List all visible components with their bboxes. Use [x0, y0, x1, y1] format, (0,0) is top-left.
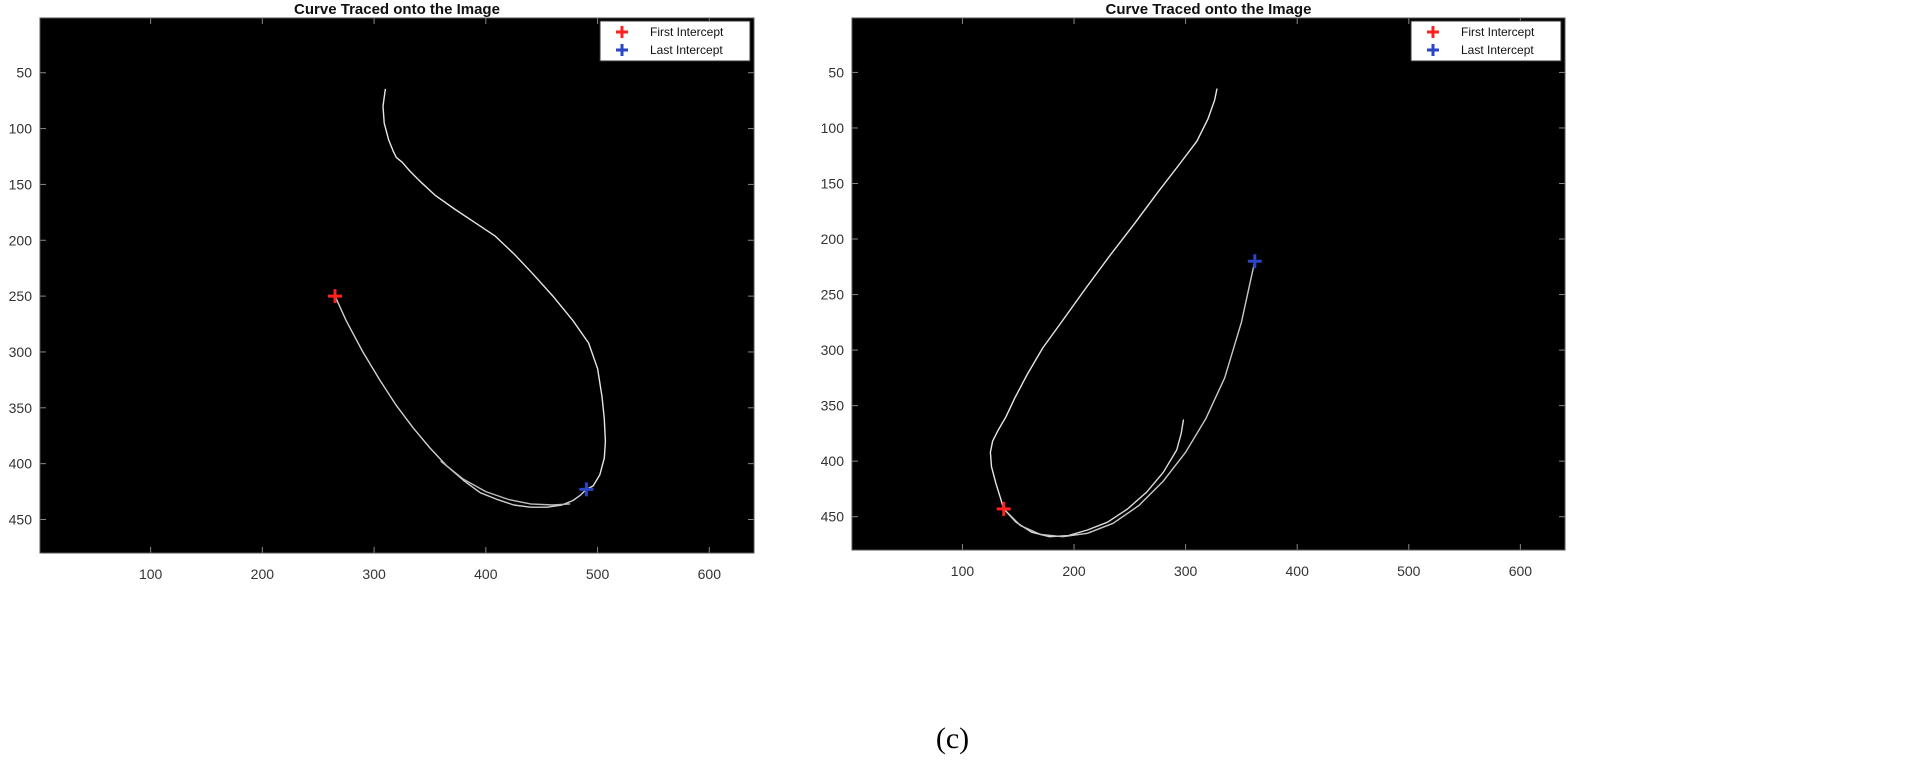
- legend-label: Last Intercept: [1461, 43, 1534, 57]
- y-tick-label: 200: [9, 232, 33, 248]
- first-intercept-marker: [327, 289, 342, 304]
- traced-curve-3: [1003, 260, 1256, 538]
- legend-marker-2: [1427, 44, 1439, 56]
- x-tick-label: 400: [474, 566, 498, 582]
- axes-frame: [39, 17, 755, 554]
- x-tick-label: 200: [1062, 563, 1086, 579]
- x-tick-label: 300: [362, 566, 386, 582]
- legend-box: [599, 20, 751, 62]
- legend: First Intercept Last Intercept: [1410, 20, 1562, 62]
- x-tick-label: 100: [139, 566, 163, 582]
- x-tick-label: 200: [251, 566, 275, 582]
- chart-panel-1: Curve Traced onto the Image 100 200 300 400 5…: [9, 1, 755, 582]
- traced-curve-1: [382, 88, 607, 490]
- x-tick-label: 600: [1509, 563, 1533, 579]
- x-tick-label: 600: [698, 566, 722, 582]
- y-tick-label: 350: [821, 398, 845, 414]
- y-tick-label: 200: [821, 231, 845, 247]
- y-tick-label: 450: [821, 509, 845, 525]
- legend-marker-2: [616, 44, 628, 56]
- y-tick-label: 250: [9, 288, 33, 304]
- y-tick-label: 100: [9, 121, 33, 137]
- traced-curve-3: [440, 460, 571, 506]
- y-tick-label: 300: [821, 342, 845, 358]
- chart-title: Curve Traced onto the Image: [294, 1, 500, 18]
- y-tick-label: 50: [828, 64, 844, 80]
- legend-marker-1: [1427, 26, 1439, 38]
- y-tick-label: 400: [9, 456, 33, 472]
- x-tick-label: 400: [1286, 563, 1310, 579]
- x-tick-label: 100: [951, 563, 975, 579]
- x-tick-label: 500: [1397, 563, 1421, 579]
- traced-curve-2: [1003, 419, 1185, 538]
- plot-area: [852, 18, 1565, 550]
- y-tick-label: 100: [821, 120, 845, 136]
- traced-curve-1: [989, 88, 1218, 510]
- y-tick-label: 350: [9, 400, 33, 416]
- first-intercept-marker: [996, 501, 1011, 516]
- y-tick-label: 150: [9, 176, 33, 192]
- legend-label: First Intercept: [1461, 25, 1535, 39]
- legend: First Intercept Last Intercept: [599, 20, 751, 62]
- plot-area: [40, 18, 754, 553]
- y-tick-label: 300: [9, 344, 33, 360]
- x-tick-label: 300: [1174, 563, 1198, 579]
- y-tick-label: 450: [9, 511, 33, 527]
- legend-label: First Intercept: [650, 25, 724, 39]
- y-tick-label: 400: [821, 453, 845, 469]
- legend-box: [1410, 20, 1562, 62]
- legend-label: Last Intercept: [650, 43, 723, 57]
- y-tick-label: 150: [821, 175, 845, 191]
- chart-panel-2: Curve Traced onto the Image 100 200 300 400 5…: [821, 1, 1566, 579]
- axes-frame: [851, 17, 1566, 551]
- last-intercept-marker: [1247, 254, 1262, 269]
- chart-title: Curve Traced onto the Image: [1106, 1, 1312, 18]
- y-tick-label: 250: [821, 287, 845, 303]
- x-tick-label: 500: [586, 566, 610, 582]
- last-intercept-marker: [579, 482, 594, 497]
- legend-marker-1: [616, 26, 628, 38]
- figure-caption: (c): [935, 722, 970, 755]
- y-tick-label: 50: [16, 65, 32, 81]
